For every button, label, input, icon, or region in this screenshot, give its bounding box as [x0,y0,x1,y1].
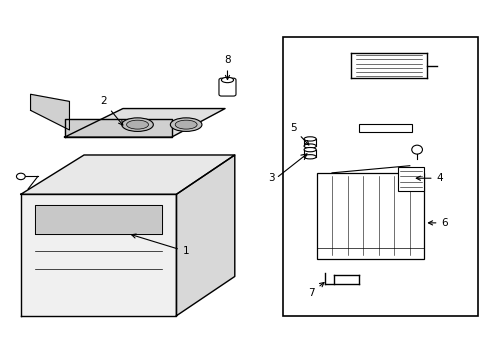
Text: 3: 3 [267,173,274,183]
Polygon shape [64,119,171,137]
Polygon shape [176,155,234,316]
Text: 7: 7 [307,283,324,297]
Polygon shape [21,155,234,194]
Text: 8: 8 [224,55,230,80]
Text: 4: 4 [415,173,442,183]
Text: 2: 2 [100,96,122,125]
Ellipse shape [122,118,153,131]
FancyBboxPatch shape [219,78,236,96]
Text: 1: 1 [131,234,189,256]
Ellipse shape [304,148,316,152]
Bar [317,173,424,258]
Polygon shape [64,109,224,137]
Ellipse shape [304,137,316,141]
Ellipse shape [304,155,316,159]
Ellipse shape [304,144,316,148]
Polygon shape [30,94,69,130]
Polygon shape [35,205,162,234]
Bar [283,37,477,316]
Text: 5: 5 [289,123,308,145]
Ellipse shape [411,145,422,154]
Polygon shape [21,194,176,316]
Bar [397,167,424,191]
Ellipse shape [175,120,197,129]
Bar [358,124,411,132]
Ellipse shape [221,77,233,83]
Ellipse shape [17,173,25,180]
Ellipse shape [126,120,148,129]
Text: 6: 6 [427,218,447,228]
Ellipse shape [170,118,202,131]
